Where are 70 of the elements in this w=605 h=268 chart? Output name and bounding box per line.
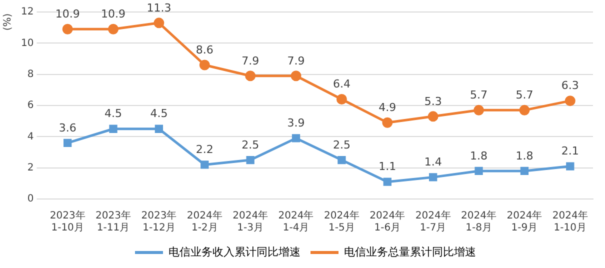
point [474,166,483,176]
point [520,166,529,176]
point [474,104,484,116]
y-tick-label: 6 [27,100,34,112]
y-tick-label: 8 [27,68,34,80]
data-label: 2.2 [196,143,214,156]
data-label: 3.6 [58,121,76,134]
x-tick-label: 2023年 1-12月 [141,210,177,234]
data-label: 5.3 [424,94,442,108]
x-tick-label: 2024年 1-5月 [324,210,360,234]
x-tick-label: 2024年 1-6月 [370,210,406,234]
data-label: 8.6 [196,43,214,56]
point [290,70,302,82]
point [428,111,438,122]
data-label: 2.1 [561,144,579,158]
x-tick-label: 2024年 1-10月 [552,210,588,234]
data-label: 3.9 [287,116,305,130]
x-tick-label: 2024年 1-3月 [232,210,268,234]
point [519,104,530,116]
point [566,162,574,170]
data-label: 10.9 [55,8,80,20]
legend-label: 电信业务收入累计同比增速 [168,245,300,258]
data-label: 5.7 [516,88,534,102]
data-label: 2.5 [332,138,350,152]
x-tick-label: 2024年 1-8月 [461,210,497,234]
data-label: 4.9 [378,101,396,114]
x-tick-label: 2023年 1-10月 [50,210,86,234]
y-tick-label: 0 [27,194,34,205]
point [199,60,210,70]
point [109,124,118,133]
y-tick-label: 4 [27,131,34,142]
point [154,124,164,133]
point [245,70,256,82]
point [292,134,300,142]
data-label: 1.4 [424,156,442,169]
data-label: 11.3 [146,1,172,14]
data-label: 2.5 [242,138,260,152]
point [383,178,392,186]
data-label: 5.7 [470,88,488,102]
data-label: 10.9 [101,8,126,20]
y-tick-label: 10 [20,38,34,49]
data-label: 7.9 [242,54,260,68]
data-label: 4.5 [150,107,168,120]
data-label: 6.3 [561,79,579,92]
x-tick-label: 2023年 1-11月 [96,210,131,234]
x-tick-label: 2024年 1-4月 [278,210,314,234]
data-label: 4.5 [104,107,122,120]
x-tick-label: 2024年 1-9月 [506,210,542,234]
point [564,96,576,106]
point [338,156,346,164]
legend-label: 电信业务总量累计同比增速 [344,245,476,258]
point [336,94,347,105]
y-axis-title: (%) [2,13,14,31]
data-label: 6.4 [332,78,350,91]
data-label: 1.1 [378,160,396,174]
x-tick-label: 2024年 1-2月 [186,210,222,234]
data-label: 1.8 [470,149,488,162]
point [62,24,73,34]
x-tick-label: 2024年 1-7月 [415,210,451,234]
point [382,117,393,128]
y-tick-label: 2 [27,162,34,174]
y-tick-label: 12 [20,6,34,18]
data-label: 1.8 [516,149,534,162]
point [429,173,438,182]
point [154,18,164,28]
point [246,156,254,164]
point [200,160,209,169]
data-label: 7.9 [287,54,305,68]
point [63,138,72,147]
point [108,24,119,34]
